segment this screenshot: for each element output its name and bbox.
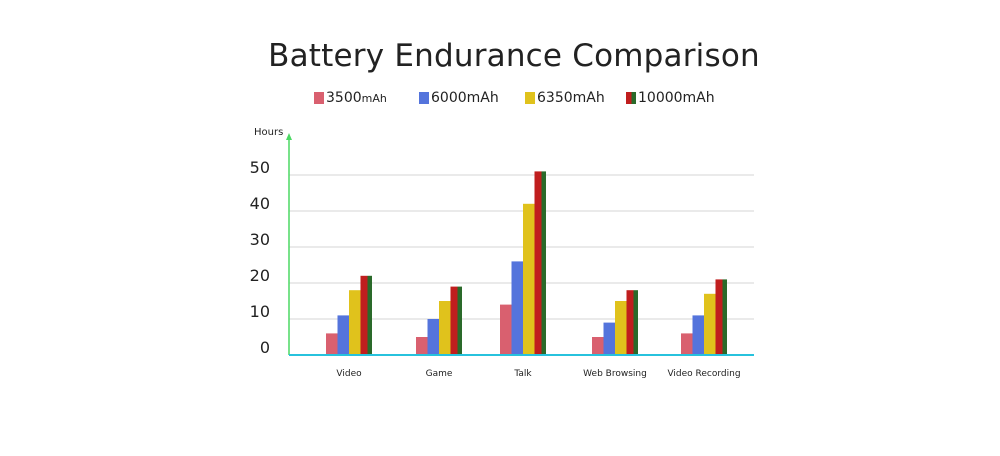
bar-video-6350mah bbox=[349, 290, 361, 355]
x-tick-label-web-browsing: Web Browsing bbox=[583, 369, 647, 379]
bar-video-3500mah bbox=[326, 333, 338, 355]
legend-swatch-6350mah bbox=[525, 92, 535, 104]
bar-web-browsing-6350mah bbox=[615, 301, 627, 355]
legend-swatch-6000mah bbox=[419, 92, 429, 104]
bar-video-recording-6350mah bbox=[704, 293, 716, 355]
bar-game-6350mah bbox=[439, 301, 451, 355]
bar-video-10000mah bbox=[360, 275, 372, 355]
legend-label-10000mah: 10000mAh bbox=[638, 90, 715, 106]
y-tick-label-50: 50 bbox=[250, 158, 270, 177]
legend-item-3500mah: 3500mAh bbox=[314, 88, 387, 108]
legend-label-3500mah: 3500 bbox=[326, 90, 362, 106]
bar-game-10000mah bbox=[450, 286, 462, 355]
y-tick-label-40: 40 bbox=[250, 194, 270, 213]
bar-web-browsing-10000mah bbox=[626, 290, 638, 355]
chart-title: Battery Endurance Comparison bbox=[268, 38, 760, 74]
x-tick-label-video: Video bbox=[336, 369, 362, 379]
bar-video-recording-10000mah bbox=[715, 279, 727, 355]
bar-talk-3500mah bbox=[500, 304, 512, 355]
legend-item-6000mah: 6000mAh bbox=[419, 88, 499, 108]
y-tick-label-30: 30 bbox=[250, 230, 270, 249]
bar-talk-6000mah bbox=[511, 261, 523, 355]
legend-swatch-10000mah bbox=[626, 92, 636, 104]
y-axis-arrow bbox=[286, 133, 292, 140]
bar-web-browsing-3500mah bbox=[592, 337, 604, 355]
y-tick-label-10: 10 bbox=[250, 302, 270, 321]
legend-label-6000mah: 6000mAh bbox=[431, 90, 499, 106]
legend-item-6350mah: 6350mAh bbox=[525, 88, 605, 108]
y-tick-label-20: 20 bbox=[250, 266, 270, 285]
legend-item-10000mah: 10000mAh bbox=[626, 88, 715, 108]
bar-game-3500mah bbox=[416, 337, 428, 355]
x-tick-label-game: Game bbox=[426, 369, 453, 379]
bar-talk-10000mah bbox=[534, 171, 546, 355]
y-tick-label-0: 0 bbox=[260, 338, 270, 357]
bar-web-browsing-6000mah bbox=[603, 322, 615, 355]
bar-video-recording-6000mah bbox=[692, 315, 704, 355]
legend-label-6350mah: 6350mAh bbox=[537, 90, 605, 106]
x-tick-label-video-recording: Video Recording bbox=[667, 369, 740, 379]
bar-video-6000mah bbox=[337, 315, 349, 355]
bar-video-recording-3500mah bbox=[681, 333, 693, 355]
bar-talk-6350mah bbox=[523, 203, 535, 355]
x-tick-label-talk: Talk bbox=[513, 369, 532, 379]
legend-swatch-3500mah bbox=[314, 92, 324, 104]
y-axis-label: Hours bbox=[254, 127, 283, 138]
legend-label-unit: mAh bbox=[361, 92, 387, 105]
bar-game-6000mah bbox=[427, 319, 439, 355]
chart-legend: 3500mAh 6000mAh 6350mAh 10000mAh bbox=[0, 88, 1000, 108]
